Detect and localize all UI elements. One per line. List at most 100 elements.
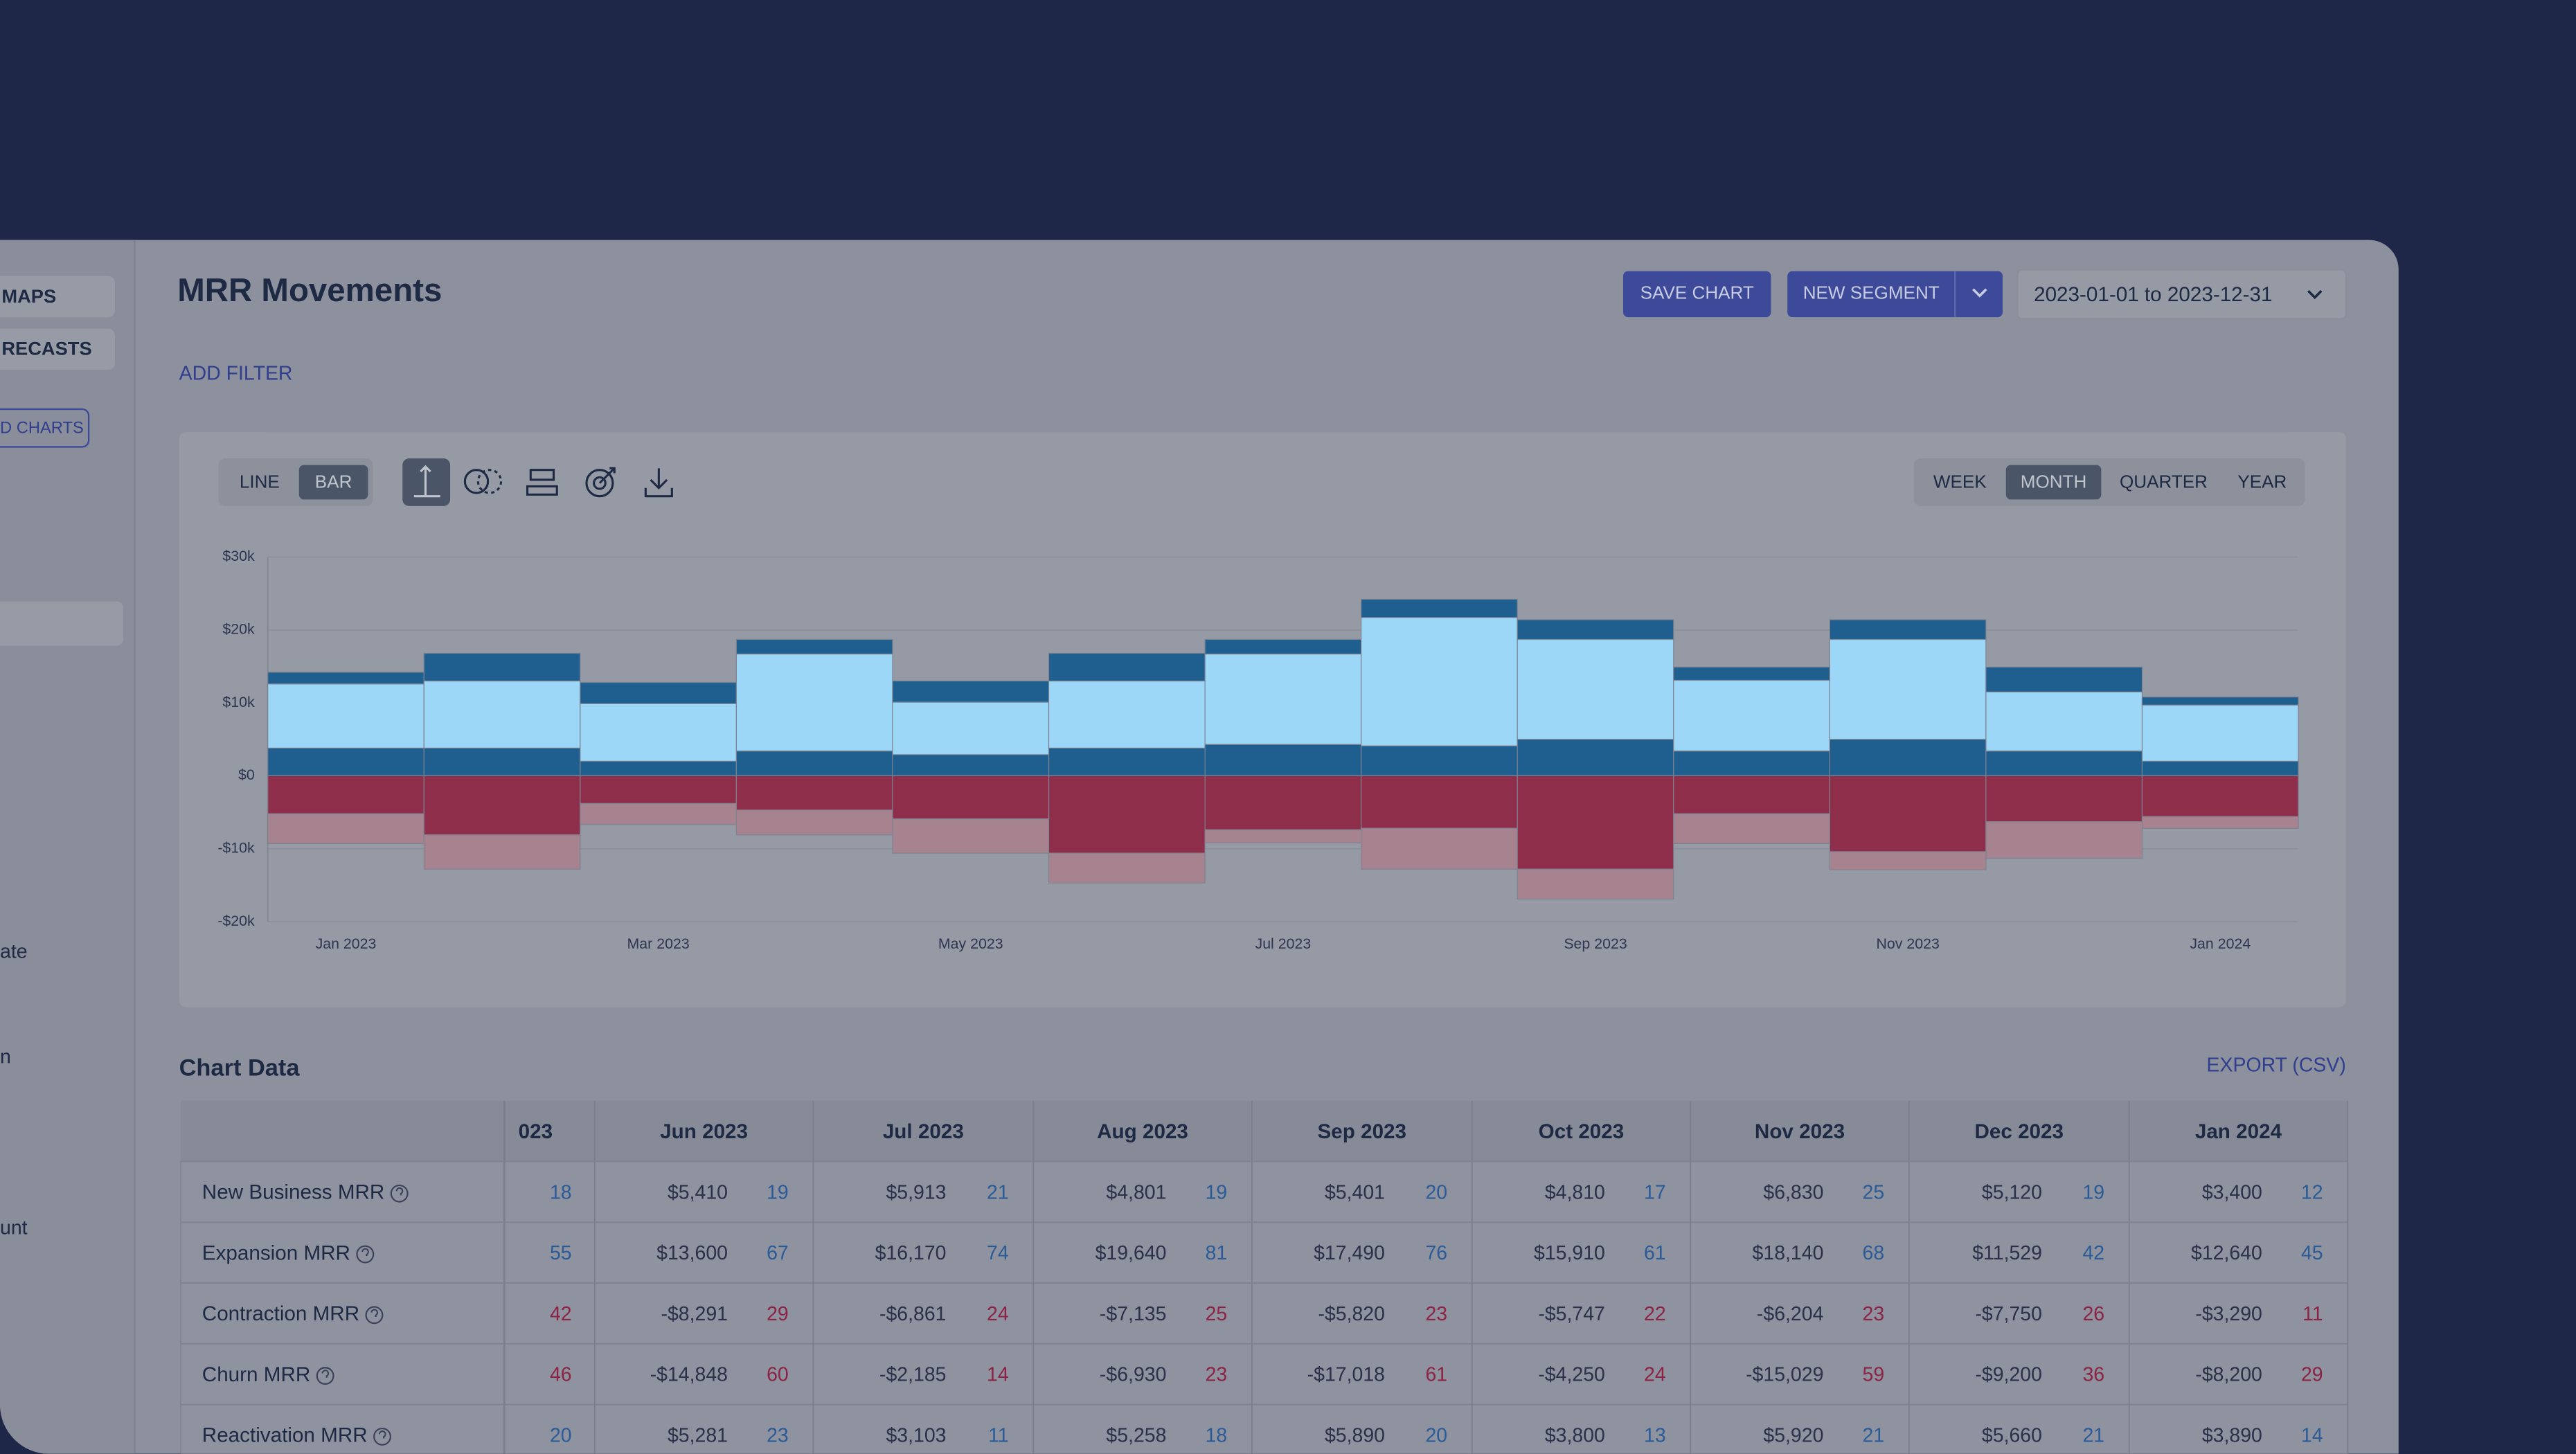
date-range[interactable]: 2023-01-01 to 2023-12-31 bbox=[2034, 283, 2272, 306]
row-label: Reactivation MRR bbox=[202, 1424, 368, 1447]
toggle-label[interactable]: LINE bbox=[240, 472, 280, 492]
chevron[interactable] bbox=[2307, 289, 2323, 300]
cell-amount: $12,640 bbox=[2191, 1242, 2262, 1264]
save-label[interactable]: SAVE CHART bbox=[1640, 282, 1754, 303]
cell-count: 76 bbox=[1425, 1242, 1447, 1264]
cell-amount: -$17,018 bbox=[1307, 1364, 1385, 1386]
cell-amount: -$2,185 bbox=[879, 1364, 947, 1386]
download-icon[interactable] bbox=[644, 468, 673, 498]
date-picker[interactable] bbox=[2016, 269, 2347, 320]
cell-amount: $5,890 bbox=[1325, 1424, 1385, 1446]
help-icon[interactable] bbox=[390, 1184, 409, 1203]
cell-count: 60 bbox=[767, 1364, 789, 1386]
compare-icon[interactable] bbox=[476, 469, 503, 494]
x-tick-label: Jan 2023 bbox=[316, 935, 377, 952]
help-icon[interactable] bbox=[378, 1430, 386, 1439]
help-icon[interactable] bbox=[361, 1248, 369, 1257]
bar-segment bbox=[2141, 704, 2299, 762]
bar-segment bbox=[1048, 747, 1206, 777]
sidebar-button-label[interactable]: D CHARTS bbox=[0, 420, 84, 438]
nav-label[interactable]: RECASTS bbox=[1, 338, 91, 359]
table: 023 Jun 2023 Jul 2023 Aug 2023 Sep 2023 Oct 2… bbox=[180, 1100, 2349, 1454]
nav-fragment[interactable]: ate bbox=[0, 941, 28, 963]
toggle-label[interactable]: QUARTER bbox=[2120, 472, 2208, 492]
nav-fragment[interactable]: unt bbox=[0, 1217, 28, 1239]
goal-icon[interactable] bbox=[585, 469, 614, 498]
cell-count: 45 bbox=[2301, 1242, 2323, 1264]
cell-amount: $5,281 bbox=[668, 1424, 728, 1446]
toggle-label[interactable]: WEEK bbox=[1933, 472, 1987, 492]
cell-amount: -$7,750 bbox=[1975, 1303, 2042, 1325]
table-row bbox=[180, 1221, 2349, 1284]
help-icon[interactable] bbox=[370, 1309, 379, 1317]
compare-icon[interactable] bbox=[463, 469, 490, 494]
help-icon[interactable] bbox=[316, 1367, 334, 1385]
bar-segment bbox=[580, 703, 737, 762]
help-icon[interactable] bbox=[365, 1306, 384, 1325]
bar-segment bbox=[735, 775, 893, 811]
row-label: New Business MRR bbox=[202, 1181, 385, 1204]
cell-amount: -$15,029 bbox=[1746, 1364, 1823, 1386]
bar-segment bbox=[1829, 851, 1987, 870]
bar-segment bbox=[423, 775, 581, 836]
axis-icon[interactable] bbox=[413, 465, 440, 498]
save-button[interactable] bbox=[1622, 271, 1771, 318]
help-icon[interactable] bbox=[321, 1370, 330, 1378]
add-filter[interactable]: ADD FILTER bbox=[179, 363, 293, 385]
cell-amount: $6,830 bbox=[1763, 1181, 1823, 1203]
column-header: Dec 2023 bbox=[1974, 1120, 2064, 1143]
cell-amount: -$9,200 bbox=[1975, 1364, 2042, 1386]
x-tick-label: Jul 2023 bbox=[1255, 935, 1312, 952]
bar-segment bbox=[580, 775, 737, 805]
segment-button[interactable] bbox=[1787, 271, 2003, 318]
bar-segment bbox=[1361, 775, 1518, 829]
stack-icon[interactable] bbox=[526, 469, 558, 496]
cell-amount: -$5,820 bbox=[1318, 1303, 1385, 1325]
bar-segment bbox=[580, 682, 737, 704]
cell-amount: -$7,135 bbox=[1100, 1303, 1167, 1325]
toggle-selected[interactable] bbox=[2005, 465, 2102, 500]
export-link[interactable]: EXPORT (CSV) bbox=[2207, 1054, 2346, 1076]
bar-segment bbox=[1361, 745, 1518, 777]
cell-count: 22 bbox=[1644, 1303, 1666, 1325]
help-icon[interactable] bbox=[395, 1187, 404, 1196]
cell-amount: $4,810 bbox=[1545, 1181, 1605, 1203]
goal-icon[interactable] bbox=[593, 476, 607, 490]
cell-amount: -$8,200 bbox=[2195, 1364, 2262, 1386]
bar-segment bbox=[2141, 775, 2299, 818]
cell-count: 36 bbox=[2082, 1364, 2104, 1386]
chevron[interactable] bbox=[1972, 288, 1987, 298]
help-icon[interactable] bbox=[373, 1427, 391, 1446]
table-row bbox=[180, 1282, 2349, 1345]
toggle-label[interactable]: BAR bbox=[315, 472, 352, 492]
bar-segment bbox=[1673, 679, 1830, 752]
nav-selected[interactable] bbox=[0, 601, 123, 646]
help-icon[interactable] bbox=[356, 1245, 375, 1264]
nav-fragment[interactable]: n bbox=[0, 1046, 11, 1068]
table-title: Chart Data bbox=[179, 1055, 301, 1081]
cell-amount: $3,800 bbox=[1545, 1424, 1605, 1446]
cell-count: 11 bbox=[988, 1424, 1009, 1446]
bar-segment bbox=[2141, 816, 2299, 829]
y-tick-label: -$20k bbox=[217, 913, 255, 929]
goal-icon[interactable] bbox=[598, 467, 616, 484]
column-header: Sep 2023 bbox=[1317, 1120, 1406, 1143]
cell-amount: -$3,290 bbox=[2195, 1303, 2262, 1325]
bar-segment bbox=[267, 683, 424, 749]
cell-count: 21 bbox=[987, 1181, 1009, 1203]
nav-item[interactable] bbox=[0, 276, 116, 318]
toggle-selected[interactable] bbox=[298, 465, 368, 500]
nav-item[interactable] bbox=[0, 328, 116, 370]
bar-segment bbox=[423, 834, 581, 870]
cell-count: 29 bbox=[2301, 1364, 2323, 1386]
bar-segment bbox=[1985, 821, 2143, 859]
column-header: Jun 2023 bbox=[660, 1120, 748, 1143]
segment-label[interactable]: NEW SEGMENT bbox=[1803, 282, 1940, 303]
toggle-label[interactable]: YEAR bbox=[2237, 472, 2287, 492]
toggle-label[interactable]: MONTH bbox=[2021, 472, 2087, 492]
row-label: Contraction MRR bbox=[202, 1302, 359, 1325]
nav-label[interactable]: MAPS bbox=[1, 285, 56, 307]
sidebar-button[interactable] bbox=[0, 408, 90, 448]
cell-amount: $18,140 bbox=[1753, 1242, 1824, 1264]
